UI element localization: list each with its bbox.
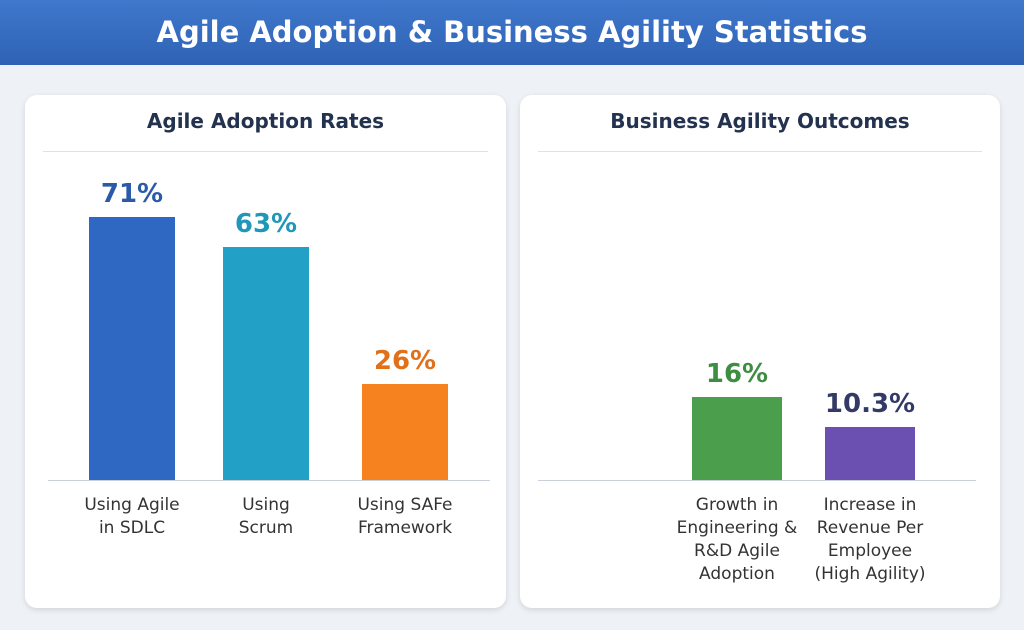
chart-title: Business Agility Outcomes	[610, 109, 910, 133]
chart-card: Business Agility Outcomes 16% Growth in E…	[520, 95, 1000, 608]
x-tick-label: Using SAFe Framework	[357, 495, 453, 538]
divider	[538, 151, 982, 152]
bar	[692, 397, 782, 480]
x-tick-label: Using Scrum	[238, 495, 294, 538]
baseline	[538, 480, 976, 481]
value-label: 16%	[705, 359, 769, 389]
chart-title: Agile Adoption Rates	[146, 109, 385, 133]
value-label: 26%	[373, 345, 437, 376]
bar	[825, 426, 915, 480]
value-label: 10.3%	[824, 388, 916, 419]
x-tick-label: Increase in Revenue Per Employee (High A…	[814, 495, 926, 584]
chart-card: Agile Adoption Rates 71% Using Agile in S…	[25, 95, 506, 608]
bar	[362, 383, 448, 480]
baseline	[48, 480, 490, 481]
x-tick-label: Using Agile in SDLC	[84, 495, 180, 538]
bar	[223, 246, 309, 480]
bar	[89, 217, 175, 480]
header-title: Agile Adoption & Business Agility Statis…	[0, 0, 1024, 65]
value-label: 71%	[100, 179, 164, 209]
value-label: 63%	[234, 208, 298, 239]
x-tick-label: Growth in Engineering & R&D Agile Adopti…	[676, 495, 798, 584]
divider	[43, 151, 488, 152]
